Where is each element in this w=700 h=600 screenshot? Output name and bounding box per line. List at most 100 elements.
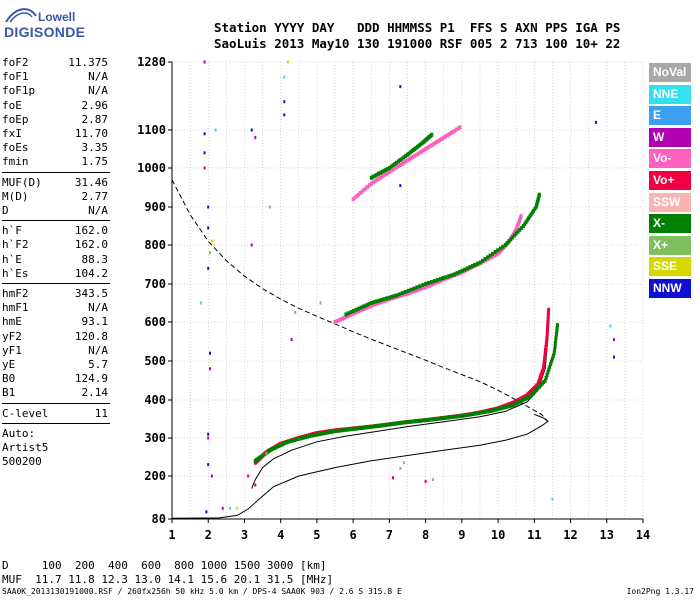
echo-mark	[391, 167, 395, 172]
echo-mark	[447, 275, 451, 280]
param-label: foE	[2, 98, 22, 112]
echo-mark	[380, 299, 384, 304]
echo-mark	[382, 173, 386, 178]
echo-mark	[445, 415, 449, 420]
echo-mark	[493, 407, 496, 412]
echo-mark	[416, 287, 420, 292]
echo-mark	[364, 186, 368, 191]
echo-mark	[414, 419, 417, 424]
x-tick-label: 1	[168, 528, 175, 542]
echo-mark	[265, 450, 269, 455]
x-tick-label: 12	[563, 528, 577, 542]
echo-mark	[273, 445, 277, 450]
x-tick-label: 10	[491, 528, 505, 542]
echo-point	[203, 132, 206, 136]
echo-mark	[396, 421, 400, 426]
echo-mark	[411, 148, 415, 153]
echo-mark	[483, 410, 487, 414]
echo-mark	[389, 422, 393, 427]
echo-mark	[556, 323, 559, 328]
echo-mark	[518, 227, 522, 232]
echo-mark	[516, 223, 520, 228]
echo-point	[263, 451, 266, 455]
echo-mark	[400, 293, 404, 298]
echo-mark	[395, 421, 399, 426]
x-tick-label: 5	[313, 528, 320, 542]
echo-mark	[411, 155, 415, 159]
echo-mark	[420, 141, 424, 146]
auto-text: Artist5	[2, 441, 49, 454]
echo-mark	[375, 172, 379, 177]
echo-mark	[442, 135, 446, 140]
echo-mark	[545, 373, 549, 377]
echo-mark	[547, 307, 551, 312]
echo-mark	[415, 152, 419, 157]
echo-mark	[473, 264, 476, 268]
echo-mark	[471, 411, 475, 416]
echo-mark	[447, 415, 451, 420]
echo-mark	[371, 424, 375, 429]
echo-mark	[393, 162, 397, 166]
echo-mark	[259, 455, 263, 460]
param-value: 2.77	[81, 189, 109, 203]
echo-mark	[476, 410, 480, 415]
echo-mark	[555, 326, 559, 331]
echo-mark	[387, 422, 391, 427]
echo-mark	[453, 414, 457, 419]
echo-mark	[545, 329, 549, 334]
echo-mark	[369, 303, 373, 308]
echo-mark	[447, 274, 451, 279]
echo-mark	[360, 189, 364, 194]
echo-mark	[407, 151, 411, 156]
param-value: 93.1	[81, 315, 109, 329]
echo-mark	[516, 398, 520, 402]
echo-mark	[512, 231, 516, 236]
echo-point	[203, 151, 206, 155]
echo-mark	[387, 166, 391, 170]
echo-point	[609, 324, 612, 328]
param-value: 120.8	[74, 329, 108, 343]
echo-mark	[418, 150, 422, 155]
echo-mark	[353, 426, 357, 431]
echo-mark	[506, 241, 510, 246]
echo-mark	[257, 457, 261, 462]
echo-mark	[543, 357, 546, 362]
echo-mark	[535, 203, 538, 208]
echo-mark	[396, 159, 400, 164]
echo-mark	[310, 433, 314, 438]
echo-mark	[525, 218, 529, 223]
echo-mark	[351, 426, 355, 431]
echo-mark	[487, 408, 491, 413]
echo-mark	[338, 428, 342, 433]
header-values: SaoLuis 2013 May10 130 191000 RSF 005 2 …	[214, 36, 621, 51]
echo-mark	[539, 373, 543, 377]
echo-mark	[339, 317, 342, 322]
echo-mark	[378, 300, 382, 305]
legend-noval: NoVal	[649, 63, 691, 82]
echo-mark	[536, 386, 540, 391]
echo-mark	[451, 415, 455, 419]
echo-mark	[438, 137, 442, 142]
echo-mark	[431, 417, 435, 422]
echo-point	[283, 113, 286, 117]
echo-mark	[386, 171, 390, 176]
echo-point	[221, 506, 224, 510]
echo-mark	[471, 264, 475, 269]
echo-mark	[420, 149, 424, 154]
echo-mark	[402, 420, 406, 425]
echo-mark	[277, 442, 281, 447]
echo-point	[392, 476, 394, 480]
param-label: fxI	[2, 127, 22, 140]
echo-mark	[416, 151, 420, 156]
echo-mark	[508, 237, 512, 242]
echo-mark	[465, 267, 469, 272]
echo-mark	[380, 169, 384, 174]
echo-mark	[253, 460, 257, 465]
param-label: foF2	[2, 56, 29, 69]
echo-mark	[444, 134, 447, 139]
echo-mark	[527, 391, 531, 396]
echo-mark	[491, 251, 495, 256]
echo-mark	[380, 423, 384, 428]
echo-mark	[448, 415, 452, 420]
echo-mark	[431, 142, 435, 147]
